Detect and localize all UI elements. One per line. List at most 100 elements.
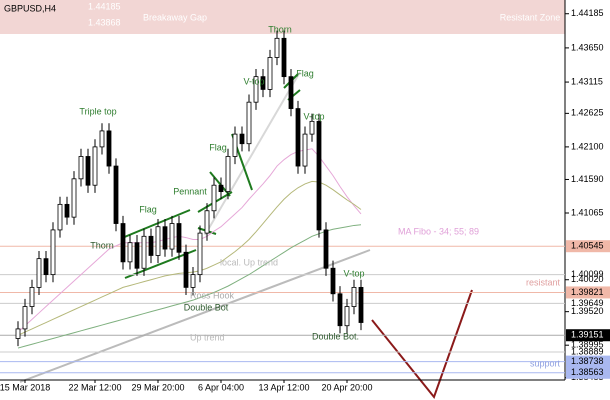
- annotation: Ross Hook: [190, 290, 235, 300]
- candle-body: [267, 57, 273, 90]
- y-tick-label: 1.40020: [571, 274, 604, 284]
- candle-body: [176, 223, 182, 253]
- candle-body: [99, 130, 105, 148]
- x-tick-label: 29 Mar 20:00: [131, 382, 184, 392]
- annotation: Breakaway Gap: [143, 12, 207, 22]
- candle-body: [29, 286, 35, 307]
- candle-body: [155, 226, 161, 256]
- candle-body: [78, 156, 84, 180]
- candle-body: [50, 229, 56, 276]
- y-tick-label: 1.41590: [571, 174, 604, 184]
- candle-body: [162, 226, 168, 250]
- pennant-line: [209, 171, 231, 197]
- annotation: V-top: [343, 268, 364, 278]
- moving-average: [17, 224, 362, 349]
- annotation: Flag: [209, 142, 227, 152]
- y-tick-label: 1.42100: [571, 141, 604, 151]
- candle-body: [92, 146, 98, 186]
- annotation: MA Fibo - 34; 55; 89: [398, 226, 479, 236]
- candle-body: [15, 328, 21, 339]
- candle-body: [358, 286, 364, 323]
- y-tick-label: 1.43650: [571, 42, 604, 52]
- annotation: Thorn: [90, 240, 114, 250]
- candle-body: [211, 184, 217, 212]
- candle-body: [190, 274, 196, 288]
- candle-body: [64, 203, 70, 218]
- candle-body: [183, 251, 189, 288]
- candle-body: [43, 258, 49, 276]
- x-tick-label: 22 Mar 12:00: [68, 382, 121, 392]
- level-label: 1.40099: [571, 269, 604, 279]
- level-label: 1.39649: [571, 298, 604, 308]
- candle-body: [274, 37, 280, 58]
- candle-body: [295, 108, 301, 167]
- level-label-bg: [566, 366, 610, 379]
- candle-body: [239, 133, 245, 145]
- gap-zone: [0, 0, 565, 34]
- local-trend-line: [204, 71, 301, 236]
- candle-body: [253, 76, 259, 103]
- candle-body: [141, 235, 147, 269]
- annotation: V-top: [243, 76, 264, 86]
- level-label: 1.39151: [571, 330, 604, 340]
- candle-body: [218, 184, 224, 192]
- level-label-bg: [566, 240, 610, 253]
- annotation: Flag: [296, 68, 314, 78]
- candle-body: [113, 165, 119, 224]
- annotation: V-top: [303, 111, 324, 121]
- y-tick-label: 1.42625: [571, 108, 604, 118]
- y-tick-label: 1.39520: [571, 306, 604, 316]
- annotation: Resistant Zone: [500, 12, 561, 22]
- candle-body: [120, 223, 126, 263]
- annotation: support: [530, 358, 561, 368]
- annotation: Triple top: [79, 106, 116, 116]
- annotation: Double Bot.: [312, 331, 359, 341]
- level-label: 1.38889: [571, 346, 604, 356]
- up-trend-line: [19, 249, 371, 383]
- candle-body: [260, 76, 266, 90]
- candle-body: [169, 223, 175, 250]
- x-tick-label: 15 Mar 2018: [0, 382, 50, 392]
- level-label-bg: [566, 355, 610, 368]
- candle-body: [225, 156, 231, 192]
- candle-body: [330, 267, 336, 295]
- candle-body: [127, 242, 133, 263]
- x-tick-label: 6 Apr 04:00: [198, 382, 244, 392]
- y-tick-label: 1.44185: [571, 8, 604, 18]
- candle-body: [302, 133, 308, 167]
- candle-body: [197, 232, 203, 276]
- candle-body: [36, 258, 42, 288]
- candle-body: [316, 120, 322, 231]
- candle-body: [288, 76, 294, 109]
- annotation: Pennant: [173, 186, 207, 196]
- level-label: 1.38738: [571, 356, 604, 366]
- annotation: Thorn: [268, 24, 292, 34]
- level-label-bg: [566, 286, 610, 299]
- level-label: 1.38563: [571, 367, 604, 377]
- candle-body: [134, 242, 140, 269]
- annotation: Up trend: [190, 332, 225, 342]
- candle-body: [57, 203, 63, 231]
- annotation: local. Up trend: [220, 257, 278, 267]
- candle-body: [85, 156, 91, 186]
- x-tick-label: 20 Apr 20:00: [321, 382, 372, 392]
- candle-body: [351, 286, 357, 307]
- candle-body: [148, 235, 154, 256]
- chart-title: GBPUSD,H4: [4, 3, 56, 13]
- gap-level: 1.43868: [88, 17, 121, 27]
- flag-line: [121, 209, 191, 239]
- candle-body: [22, 306, 28, 330]
- level-label-bg: [566, 329, 610, 342]
- candle-body: [281, 37, 287, 78]
- level-label: 1.40545: [571, 241, 604, 251]
- candle-body: [344, 306, 350, 327]
- annotation: Flag: [139, 204, 157, 214]
- annotation: Double Bot: [184, 302, 229, 312]
- annotation: resistant: [526, 277, 561, 287]
- y-tick-label: 1.38995: [571, 340, 604, 350]
- y-tick-label: 1.43115: [571, 76, 603, 86]
- candle-body: [246, 101, 252, 145]
- candle-body: [337, 293, 343, 327]
- candle-body: [323, 229, 329, 269]
